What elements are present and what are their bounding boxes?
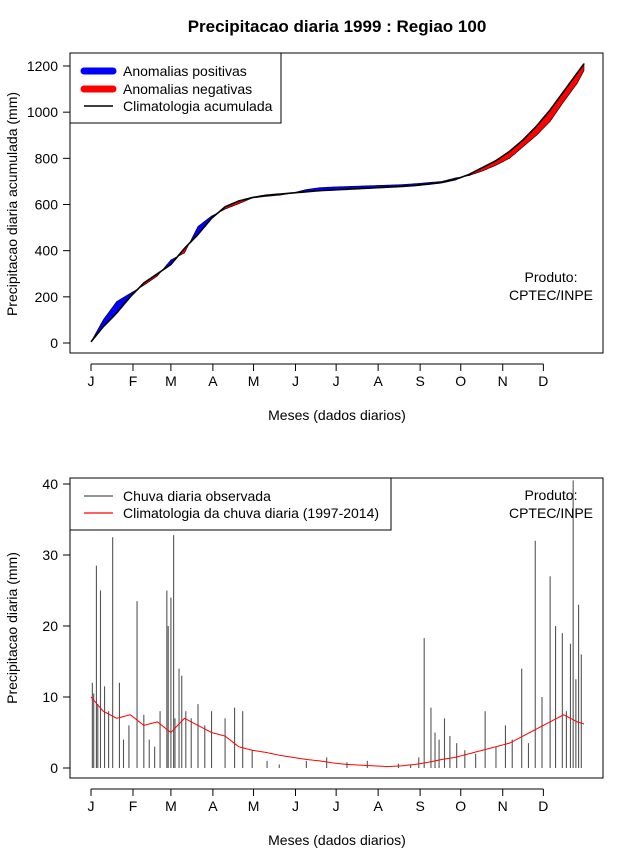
x-tick-label: F [129,798,138,814]
legend-negative-label: Anomalias negativas [123,81,252,97]
product-label-line1: Produto: [525,269,578,285]
product-label-line1-lower: Produto: [525,487,578,503]
cumulative-panel: 0 200 400 600 800 1000 1200 J F M A M J J A S O N D Preci… [4,52,604,423]
y-tick-label: 10 [42,689,58,705]
cumulative-legend: Anomalias positivas Anomalias negativas … [69,52,282,124]
x-tick-label: J [292,798,299,814]
x-tick-label: S [415,373,424,389]
legend-positive-label: Anomalias positivas [123,63,247,79]
daily-y-axis-label: Precipitacao diaria (mm) [4,552,20,704]
negative-anomaly-area [219,192,293,213]
y-tick-label: 400 [35,243,59,259]
legend-climatology-label: Climatologia acumulada [123,98,273,114]
x-tick-label: J [88,373,95,389]
x-tick-label: D [538,798,548,814]
x-tick-label: A [373,373,383,389]
x-tick-label: J [88,798,95,814]
x-tick-label: M [165,373,177,389]
cumulative-x-axis-label: Meses (dados diarios) [268,407,406,423]
product-label-line2-lower: CPTEC/INPE [509,505,593,521]
chart-title: Precipitacao diaria 1999 : Regiao 100 [188,17,487,36]
product-label-line2: CPTEC/INPE [509,287,593,303]
x-tick-label: J [333,373,340,389]
cumulative-y-axis-label: Precipitacao diaria acumulada (mm) [4,92,20,316]
x-tick-label: S [415,798,424,814]
y-tick-label: 40 [42,476,58,492]
daily-legend-box [69,477,392,531]
daily-panel: 0 10 20 30 40 J F M A M J J A S O N D Precipitacao diar… [4,476,604,848]
x-tick-label: O [455,798,466,814]
y-tick-label: 20 [42,618,58,634]
negative-anomaly-area [463,62,585,177]
x-tick-label: J [333,798,340,814]
legend-observed-label: Chuva diaria observada [123,488,271,504]
x-tick-label: N [498,373,508,389]
x-tick-label: M [248,373,260,389]
y-tick-label: 800 [35,150,59,166]
x-tick-label: A [373,798,383,814]
daily-x-axis-label: Meses (dados diarios) [268,832,406,848]
x-tick-label: A [208,373,218,389]
x-tick-label: O [455,373,466,389]
daily-legend: Chuva diaria observada Climatologia da c… [69,477,392,531]
y-tick-label: 1200 [27,58,58,74]
y-tick-label: 600 [35,197,59,213]
x-tick-label: D [538,373,548,389]
y-tick-label: 200 [35,289,59,305]
y-tick-label: 30 [42,547,58,563]
x-tick-label: M [248,798,260,814]
daily-climatology-line [90,696,585,768]
x-tick-label: M [165,798,177,814]
climatology-cumulative-line [90,63,585,343]
legend-daily-climatology-label: Climatologia da chuva diaria (1997-2014) [123,505,379,521]
x-tick-label: A [208,798,218,814]
y-tick-label: 1000 [27,104,58,120]
y-tick-label: 0 [50,335,58,351]
x-tick-label: F [129,373,138,389]
x-tick-label: J [292,373,299,389]
x-tick-label: N [498,798,508,814]
y-tick-label: 0 [50,760,58,776]
